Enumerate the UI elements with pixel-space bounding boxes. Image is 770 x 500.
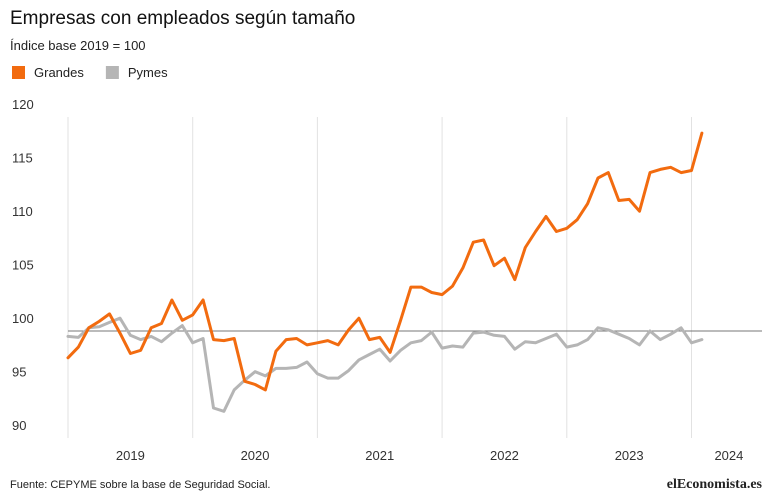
y-tick-label: 105 xyxy=(12,258,34,273)
y-tick-label: 100 xyxy=(12,311,34,326)
x-tick-label: 2020 xyxy=(241,448,270,463)
legend-swatch xyxy=(12,66,25,79)
x-tick-label: 2019 xyxy=(116,448,145,463)
y-tick-label: 110 xyxy=(12,204,33,219)
x-tick-label: 2024 xyxy=(714,448,743,463)
y-tick-label: 115 xyxy=(12,151,33,166)
legend-label: Pymes xyxy=(128,65,168,80)
y-tick-label: 95 xyxy=(12,365,26,380)
series-line xyxy=(66,316,704,413)
series-line xyxy=(66,131,704,392)
y-tick-label: 120 xyxy=(12,97,34,112)
legend-swatch xyxy=(105,66,119,79)
logo: elEconomista.es xyxy=(667,477,763,492)
x-tick-label: 2021 xyxy=(365,448,394,463)
chart-title: Empresas con empleados según tamaño xyxy=(10,8,355,29)
y-tick-label: 90 xyxy=(12,418,26,433)
x-tick-label: 2022 xyxy=(490,448,519,463)
chart-subtitle: Índice base 2019 = 100 xyxy=(10,38,146,53)
legend-label: Grandes xyxy=(34,65,84,80)
x-tick-label: 2023 xyxy=(615,448,644,463)
source: Fuente: CEPYME sobre la base de Segurida… xyxy=(10,479,270,491)
